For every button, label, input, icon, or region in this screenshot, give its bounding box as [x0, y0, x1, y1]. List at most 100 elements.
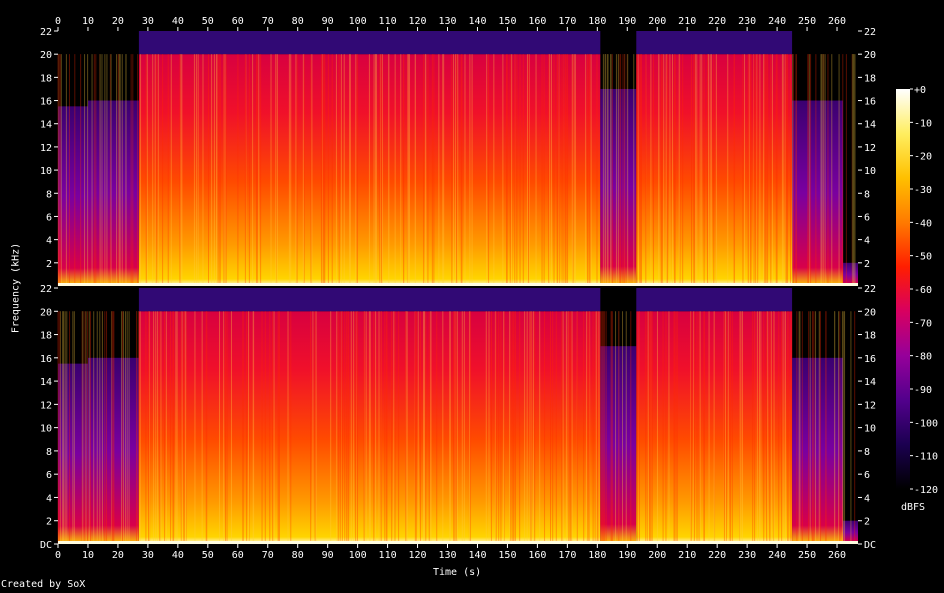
band-segment: [58, 363, 88, 544]
x-tick-label-bottom: 30: [142, 550, 154, 561]
colorbar-unit-label: dBFS: [901, 502, 926, 513]
y-tick-label-left: 22: [40, 284, 52, 295]
y-tick-label-right: 4: [864, 493, 870, 504]
colorbar-tick-label: -40: [914, 218, 932, 229]
x-tick-label-bottom: 150: [498, 550, 516, 561]
y-tick-label-right: 22: [864, 27, 876, 38]
x-tick-label-top: 90: [322, 16, 334, 27]
y-tick-label-left: 8: [46, 447, 52, 458]
hf-noise-band: [636, 288, 793, 312]
x-tick-label-top: 140: [468, 16, 486, 27]
colorbar-tick-label: -30: [914, 185, 932, 196]
x-axis-title: Time (s): [433, 567, 482, 578]
band-segment: [843, 262, 858, 286]
x-axis-bottom: 0 10 20 30 40 50 60 70 80 90 100 110 120 130 140 150 160…: [55, 544, 846, 561]
band-segment: [138, 311, 601, 544]
band-segment: [138, 54, 601, 286]
colorbar-tick-label: -90: [914, 385, 932, 396]
band-segment: [792, 100, 844, 286]
spectrogram-channel-2: [57, 288, 858, 544]
dc-band: [58, 541, 858, 544]
colorbar-tick-label: -80: [914, 352, 932, 363]
y-tick-label-right: 8: [864, 189, 870, 200]
y-tick-label-right: 20: [864, 50, 876, 61]
x-tick-label-top: 10: [82, 16, 94, 27]
x-tick-label-top: 150: [498, 16, 516, 27]
y-tick-label-right: 14: [864, 120, 876, 131]
y-tick-label-left: 2: [46, 259, 52, 270]
y-tick-label-right: DC: [864, 540, 876, 551]
x-tick-label-top: 230: [738, 16, 756, 27]
x-tick-label-top: 100: [349, 16, 367, 27]
y-tick-label-right: 12: [864, 400, 876, 411]
x-tick-label-bottom: 180: [588, 550, 606, 561]
band-segment: [636, 54, 793, 286]
y-tick-label-left: 6: [46, 212, 52, 223]
y-tick-label-left: 6: [46, 470, 52, 481]
x-tick-label-top: 110: [379, 16, 397, 27]
y-tick-label-left: 12: [40, 143, 52, 154]
band-segment: [843, 520, 858, 544]
x-tick-label-bottom: 230: [738, 550, 756, 561]
x-tick-label-bottom: 140: [468, 550, 486, 561]
x-tick-label-top: 120: [409, 16, 427, 27]
colorbar-tick-label: +0: [914, 85, 926, 96]
band-segment: [87, 357, 139, 544]
x-tick-label-top: 130: [438, 16, 456, 27]
band-segment: [87, 100, 139, 286]
colorbar-tick-label: -110: [914, 452, 938, 463]
y-tick-label-right: 16: [864, 354, 876, 365]
x-tick-label-bottom: 50: [202, 550, 214, 561]
y-tick-label-left: 8: [46, 189, 52, 200]
y-tick-label-left: 16: [40, 97, 52, 108]
texture: [57, 54, 856, 286]
x-tick-label-bottom: 110: [379, 550, 397, 561]
x-tick-label-top: 180: [588, 16, 606, 27]
y-tick-label-right: 18: [864, 331, 876, 342]
x-tick-label-bottom: 90: [322, 550, 334, 561]
x-tick-label-bottom: 130: [438, 550, 456, 561]
x-tick-label-bottom: 260: [828, 550, 846, 561]
y-tick-label-right: 16: [864, 97, 876, 108]
x-tick-label-top: 200: [648, 16, 666, 27]
x-tick-label-bottom: 60: [232, 550, 244, 561]
x-tick-label-bottom: 160: [528, 550, 546, 561]
x-tick-label-bottom: 10: [82, 550, 94, 561]
y-tick-label-left: 20: [40, 50, 52, 61]
y-tick-label-left: 20: [40, 307, 52, 318]
x-tick-label-top: 260: [828, 16, 846, 27]
x-tick-label-bottom: 80: [292, 550, 304, 561]
y-axis-left: 2 4 6 8 10 12 14 16 18 20 22 DC 2 4 6 8 10 12 14 16 18 20 22: [40, 27, 58, 551]
y-tick-label-right: 14: [864, 377, 876, 388]
y-tick-label-left: 14: [40, 377, 52, 388]
x-tick-label-top: 160: [528, 16, 546, 27]
y-tick-label-right: 6: [864, 470, 870, 481]
x-tick-label-bottom: 220: [708, 550, 726, 561]
y-tick-label-right: 22: [864, 284, 876, 295]
hf-noise-band: [636, 31, 793, 55]
x-tick-label-top: 250: [798, 16, 816, 27]
y-tick-label-left: 10: [40, 166, 52, 177]
y-tick-label-right: 4: [864, 236, 870, 247]
x-tick-label-bottom: 240: [768, 550, 786, 561]
y-tick-label-left: 2: [46, 517, 52, 528]
band-segment: [636, 311, 793, 544]
x-tick-label-top: 20: [112, 16, 124, 27]
band-segment: [600, 88, 637, 286]
footer-credit: Created by SoX: [1, 579, 86, 590]
x-tick-label-top: 0: [55, 16, 61, 27]
x-tick-label-bottom: 120: [409, 550, 427, 561]
x-tick-label-top: 40: [172, 16, 184, 27]
y-tick-label-right: 6: [864, 212, 870, 223]
y-tick-label-left: 4: [46, 493, 52, 504]
x-tick-label-top: 30: [142, 16, 154, 27]
colorbar-tick-label: -60: [914, 285, 932, 296]
x-tick-label-top: 80: [292, 16, 304, 27]
x-tick-label-bottom: 100: [349, 550, 367, 561]
x-tick-label-top: 190: [618, 16, 636, 27]
x-tick-label-top: 60: [232, 16, 244, 27]
colorbar-tick-label: -10: [914, 118, 932, 129]
x-tick-label-top: 210: [678, 16, 696, 27]
y-tick-label-left: 10: [40, 424, 52, 435]
y-tick-label-right: 10: [864, 166, 876, 177]
